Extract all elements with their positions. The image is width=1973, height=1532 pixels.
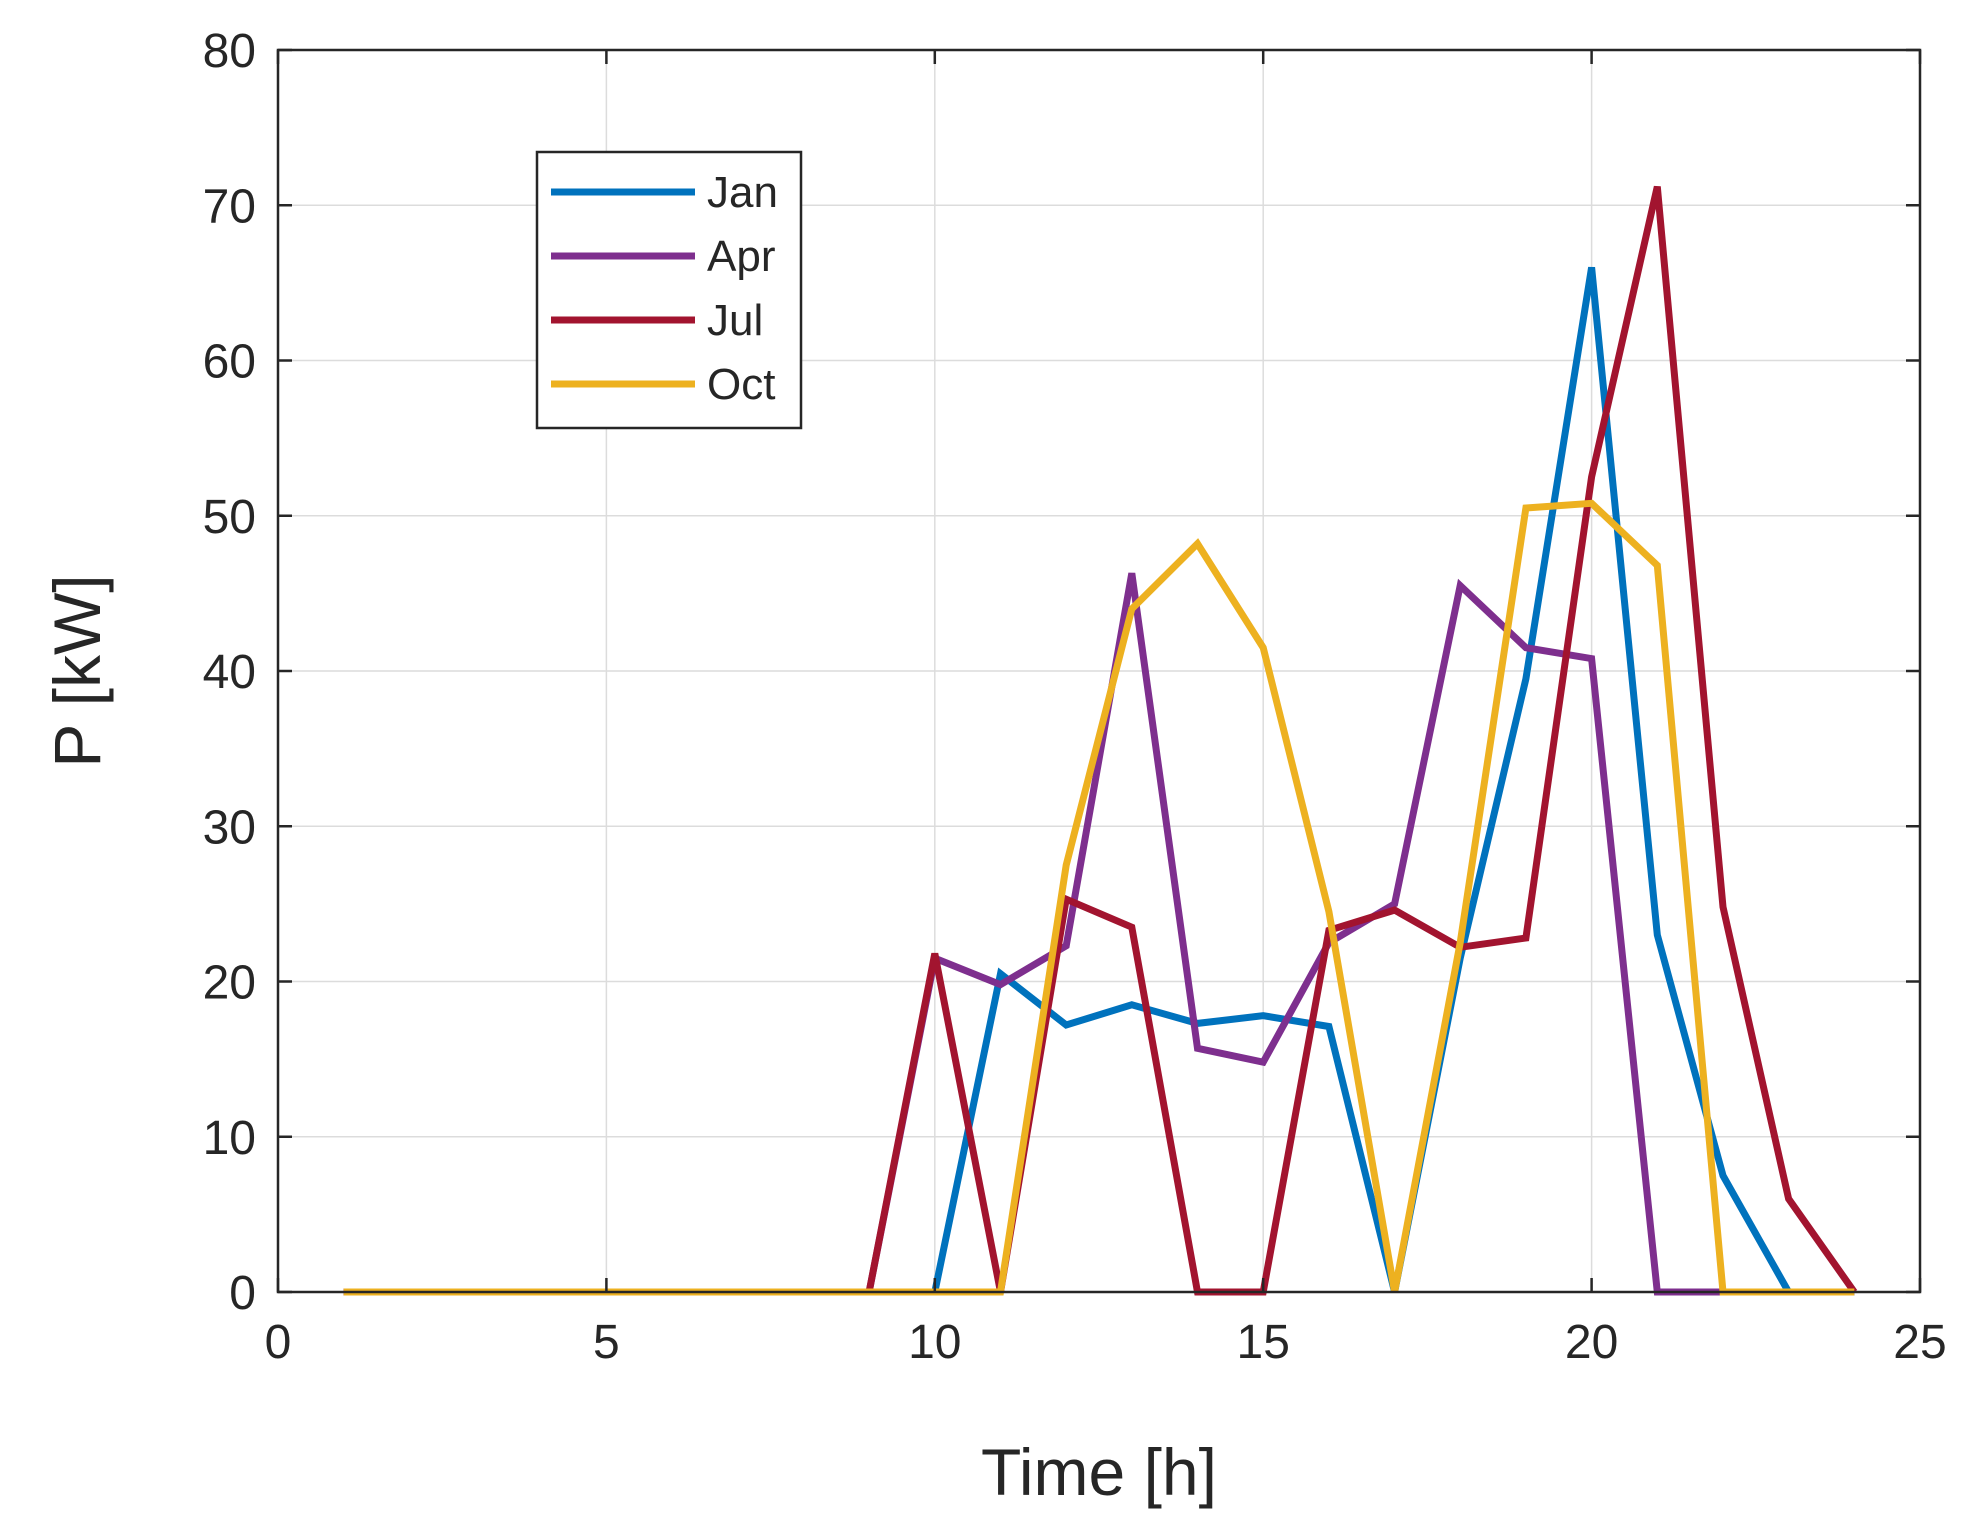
legend-label-apr: Apr (707, 232, 775, 281)
x-tick-label: 25 (1893, 1316, 1946, 1369)
x-tick-label: 10 (908, 1316, 961, 1369)
y-tick-label: 80 (203, 25, 256, 78)
x-tick-label: 15 (1237, 1316, 1290, 1369)
x-axis-label: Time [h] (981, 1435, 1217, 1509)
legend-label-oct: Oct (707, 360, 775, 409)
legend-label-jan: Jan (707, 168, 778, 217)
y-tick-label: 10 (203, 1112, 256, 1165)
y-tick-label: 30 (203, 801, 256, 854)
y-tick-label: 0 (229, 1267, 256, 1320)
y-tick-label: 40 (203, 646, 256, 699)
x-tick-label: 0 (265, 1316, 292, 1369)
y-tick-label: 50 (203, 491, 256, 544)
y-axis-label: P [kW] (40, 574, 114, 767)
legend-label-jul: Jul (707, 296, 763, 345)
y-tick-labels: 0 10 20 30 40 50 60 70 80 (203, 25, 1920, 1320)
y-tick-label: 60 (203, 336, 256, 389)
y-tick-label: 70 (203, 180, 256, 233)
x-tick-label: 20 (1565, 1316, 1618, 1369)
legend: Jan Apr Jul Oct (535, 150, 803, 430)
y-tick-label: 20 (203, 957, 256, 1010)
x-tick-labels: 0 5 10 15 20 25 (265, 50, 1947, 1369)
x-tick-label: 5 (593, 1316, 620, 1369)
